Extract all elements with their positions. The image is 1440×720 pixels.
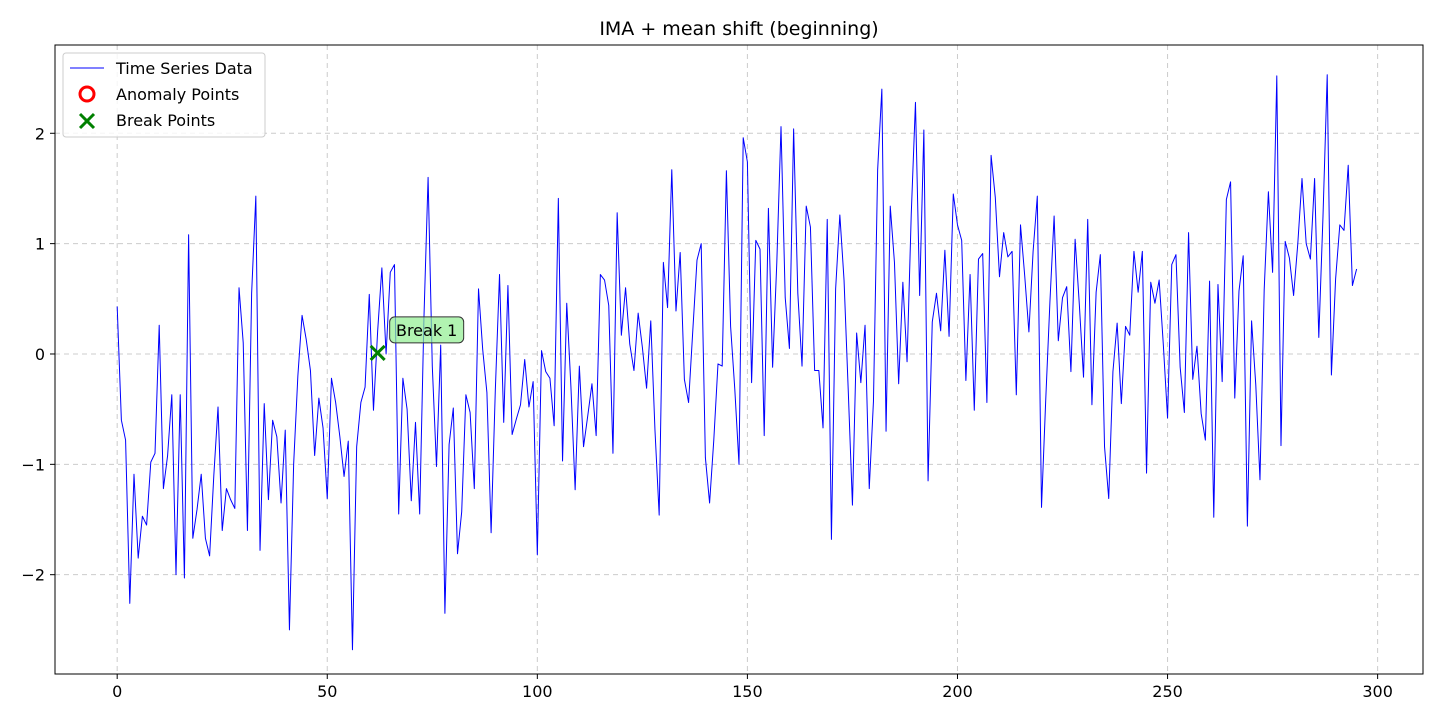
legend-box — [62, 52, 266, 138]
x-tick-label: 50 — [317, 682, 337, 701]
x-tick-label: 0 — [112, 682, 122, 701]
x-tick-label: 200 — [942, 682, 973, 701]
legend-label-anomaly: Anomaly Points — [116, 85, 239, 104]
series-layer — [116, 74, 1358, 651]
x-tick-label: 300 — [1362, 682, 1393, 701]
y-axis: −2 −1 0 1 2 — [21, 124, 55, 585]
legend-anomaly-marker — [78, 85, 96, 103]
y-tick-label: −1 — [21, 455, 45, 474]
break-annotation-box — [389, 316, 465, 344]
series-line — [116, 74, 1358, 651]
legend-break-marker — [78, 112, 96, 130]
y-tick-label: 0 — [35, 345, 45, 364]
y-tick-label: 2 — [35, 124, 45, 143]
legend-label-series: Time Series Data — [115, 59, 253, 78]
y-tick-label: 1 — [35, 235, 45, 254]
annotation-layer: Break 1 — [389, 316, 465, 344]
x-axis: 0 50 100 150 200 250 300 — [112, 674, 1393, 701]
legend: Time Series Data Anomaly Points Break Po… — [62, 52, 266, 138]
plot-frame — [54, 44, 1424, 675]
x-tick-label: 250 — [1152, 682, 1183, 701]
x-tick-label: 150 — [732, 682, 763, 701]
legend-label-break: Break Points — [116, 111, 215, 130]
break-points-layer — [369, 344, 386, 361]
break-annotation-label: Break 1 — [396, 321, 457, 340]
chart-title: IMA + mean shift (beginning) — [599, 18, 878, 40]
x-tick-label: 100 — [522, 682, 553, 701]
break-point-marker — [369, 344, 386, 361]
y-tick-label: −2 — [21, 566, 45, 585]
